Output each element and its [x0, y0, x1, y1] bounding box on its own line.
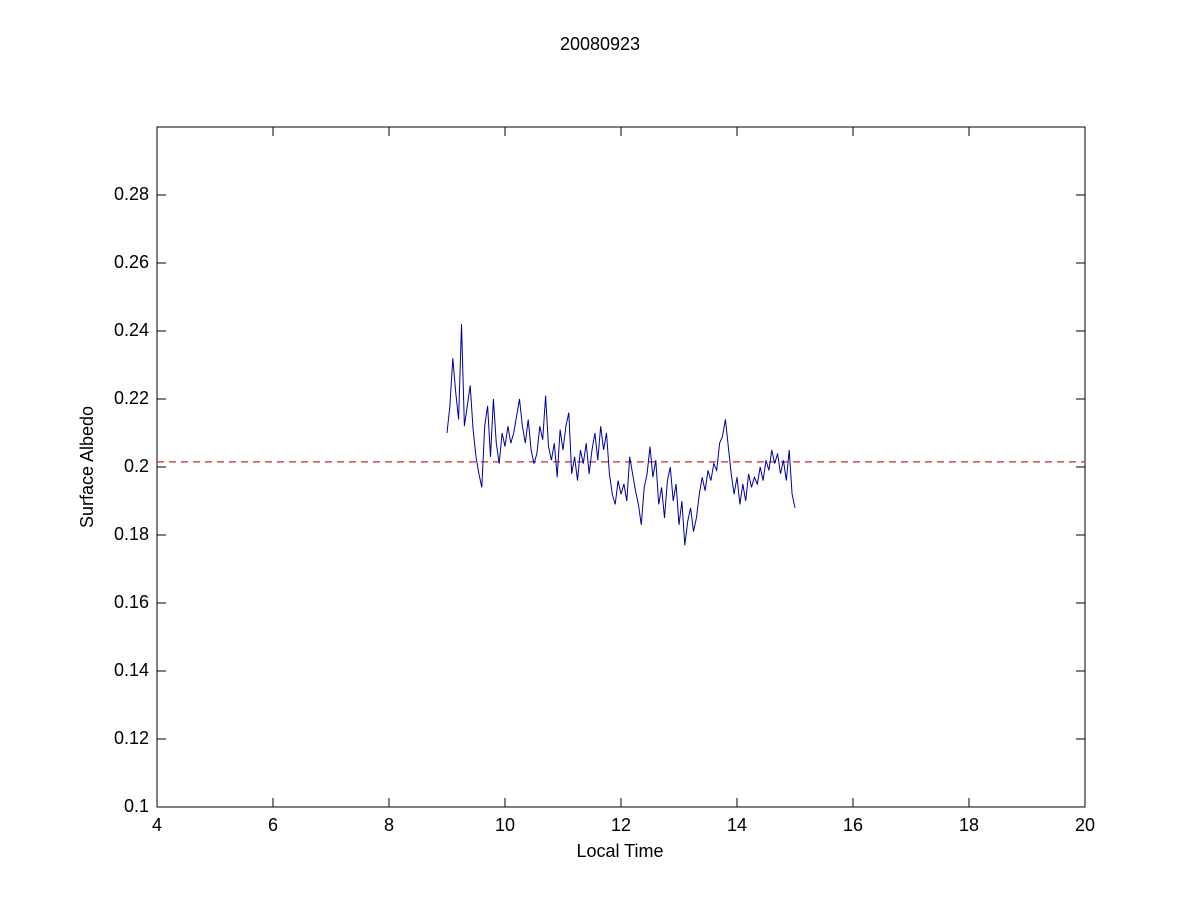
- y-tick-label: 0.28: [114, 184, 149, 204]
- x-tick-label: 4: [152, 815, 162, 835]
- data-line: [446, 324, 796, 546]
- x-axis-label: Local Time: [576, 841, 663, 861]
- x-tick-label: 8: [384, 815, 394, 835]
- x-tick-label: 18: [959, 815, 979, 835]
- y-tick-label: 0.2: [124, 456, 149, 476]
- y-tick-label: 0.16: [114, 592, 149, 612]
- x-tick-label: 14: [727, 815, 747, 835]
- plot-frame: [156, 126, 1086, 808]
- x-tick-label: 6: [268, 815, 278, 835]
- x-tick-label: 20: [1075, 815, 1095, 835]
- x-tick-label: 12: [611, 815, 631, 835]
- y-tick-label: 0.22: [114, 388, 149, 408]
- x-tick-label: 16: [843, 815, 863, 835]
- y-tick-label: 0.26: [114, 252, 149, 272]
- y-tick-label: 0.18: [114, 524, 149, 544]
- y-tick-label: 0.24: [114, 320, 149, 340]
- chart-title: 20080923: [560, 34, 640, 54]
- y-tick-label: 0.14: [114, 660, 149, 680]
- y-axis-label: Surface Albedo: [77, 406, 97, 528]
- x-tick-label: 10: [495, 815, 515, 835]
- y-tick-label: 0.1: [124, 796, 149, 816]
- y-tick-label: 0.12: [114, 728, 149, 748]
